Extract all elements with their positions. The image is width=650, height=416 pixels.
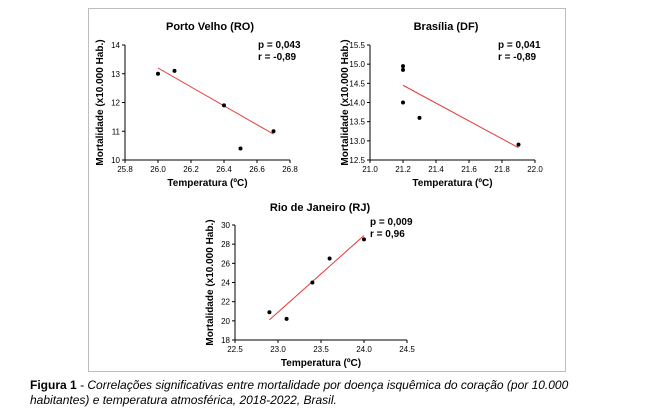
trend-line xyxy=(157,67,274,135)
x-tick-label: 21.0 xyxy=(362,165,378,174)
x-axis-label: Temperatura (ºC) xyxy=(412,178,492,189)
y-tick-label: 14.0 xyxy=(349,99,365,108)
stat-label: p = 0,041 xyxy=(498,40,541,51)
x-tick-label: 26.4 xyxy=(216,165,232,174)
chart-title: Porto Velho (RO) xyxy=(166,21,254,33)
data-point xyxy=(271,129,276,134)
y-tick-label: 12.5 xyxy=(349,156,365,165)
x-tick-label: 21.6 xyxy=(461,165,477,174)
x-tick-label: 26.8 xyxy=(282,165,298,174)
x-tick-label: 22.5 xyxy=(227,345,243,354)
stat-label: r = -0,89 xyxy=(498,52,537,63)
data-point xyxy=(222,103,226,108)
x-axis-label: Temperatura (ºC) xyxy=(281,358,361,369)
data-point xyxy=(327,256,332,261)
y-tick-label: 13.0 xyxy=(349,137,365,146)
x-tick-label: 22.0 xyxy=(527,165,543,174)
data-point xyxy=(401,64,405,69)
data-point xyxy=(172,68,177,73)
y-tick-label: 12 xyxy=(111,99,120,108)
chart-title: Brasília (DF) xyxy=(414,21,479,33)
data-point xyxy=(156,71,160,76)
x-tick-label: 21.4 xyxy=(428,165,444,174)
data-point xyxy=(238,146,243,151)
data-point xyxy=(284,316,289,321)
trend-line xyxy=(269,235,365,321)
caption-lead: Figura 1 xyxy=(30,378,77,392)
stat-label: r = -0,89 xyxy=(258,52,297,63)
data-point xyxy=(417,115,422,120)
data-point xyxy=(401,67,405,72)
figure-caption: Figura 1 - Correlações significativas en… xyxy=(30,378,630,408)
x-tick-label: 25.8 xyxy=(117,165,133,174)
y-tick-label: 18 xyxy=(221,336,230,345)
x-tick-label: 23.0 xyxy=(270,345,286,354)
x-tick-label: 24.5 xyxy=(399,345,415,354)
stat-label: p = 0,009 xyxy=(370,217,413,228)
y-tick-label: 15.0 xyxy=(349,60,365,69)
y-axis-label: Mortalidade (x10.000 Hab.) xyxy=(340,39,351,165)
figure-frame xyxy=(88,8,566,372)
x-tick-label: 21.8 xyxy=(494,165,510,174)
x-tick-label: 21.2 xyxy=(395,165,411,174)
x-tick-label: 26.0 xyxy=(150,165,166,174)
stat-label: p = 0,043 xyxy=(258,40,301,51)
y-axis-label: Mortalidade (x10.000 Hab.) xyxy=(95,39,106,165)
stat-label: r = 0,96 xyxy=(370,229,405,240)
x-tick-label: 26.6 xyxy=(249,165,265,174)
y-axis-label: Mortalidade (x10.000 Hab.) xyxy=(205,219,216,345)
y-tick-label: 26 xyxy=(221,259,230,268)
x-tick-label: 23.5 xyxy=(313,345,329,354)
y-tick-label: 14.5 xyxy=(349,79,365,88)
y-tick-label: 30 xyxy=(221,221,230,230)
data-point xyxy=(362,237,366,242)
x-axis-label: Temperatura (ºC) xyxy=(167,178,247,189)
data-point xyxy=(516,142,521,147)
y-tick-label: 22 xyxy=(221,298,230,307)
y-tick-label: 13 xyxy=(111,70,120,79)
data-point xyxy=(310,280,315,285)
x-tick-label: 26.2 xyxy=(183,165,199,174)
y-tick-label: 24 xyxy=(221,279,230,288)
data-point xyxy=(267,310,272,315)
y-tick-label: 11 xyxy=(112,127,121,136)
y-tick-label: 14 xyxy=(111,41,120,50)
y-tick-label: 13.5 xyxy=(349,118,365,127)
y-tick-label: 20 xyxy=(221,317,230,326)
trend-line xyxy=(402,84,519,149)
y-tick-label: 28 xyxy=(221,240,230,249)
chart-title: Rio de Janeiro (RJ) xyxy=(270,202,371,214)
y-tick-label: 10 xyxy=(111,156,120,165)
caption-body: - Correlações significativas entre morta… xyxy=(30,378,569,407)
data-point xyxy=(401,100,405,105)
y-tick-label: 15.5 xyxy=(349,41,365,50)
x-tick-label: 24.0 xyxy=(356,345,372,354)
